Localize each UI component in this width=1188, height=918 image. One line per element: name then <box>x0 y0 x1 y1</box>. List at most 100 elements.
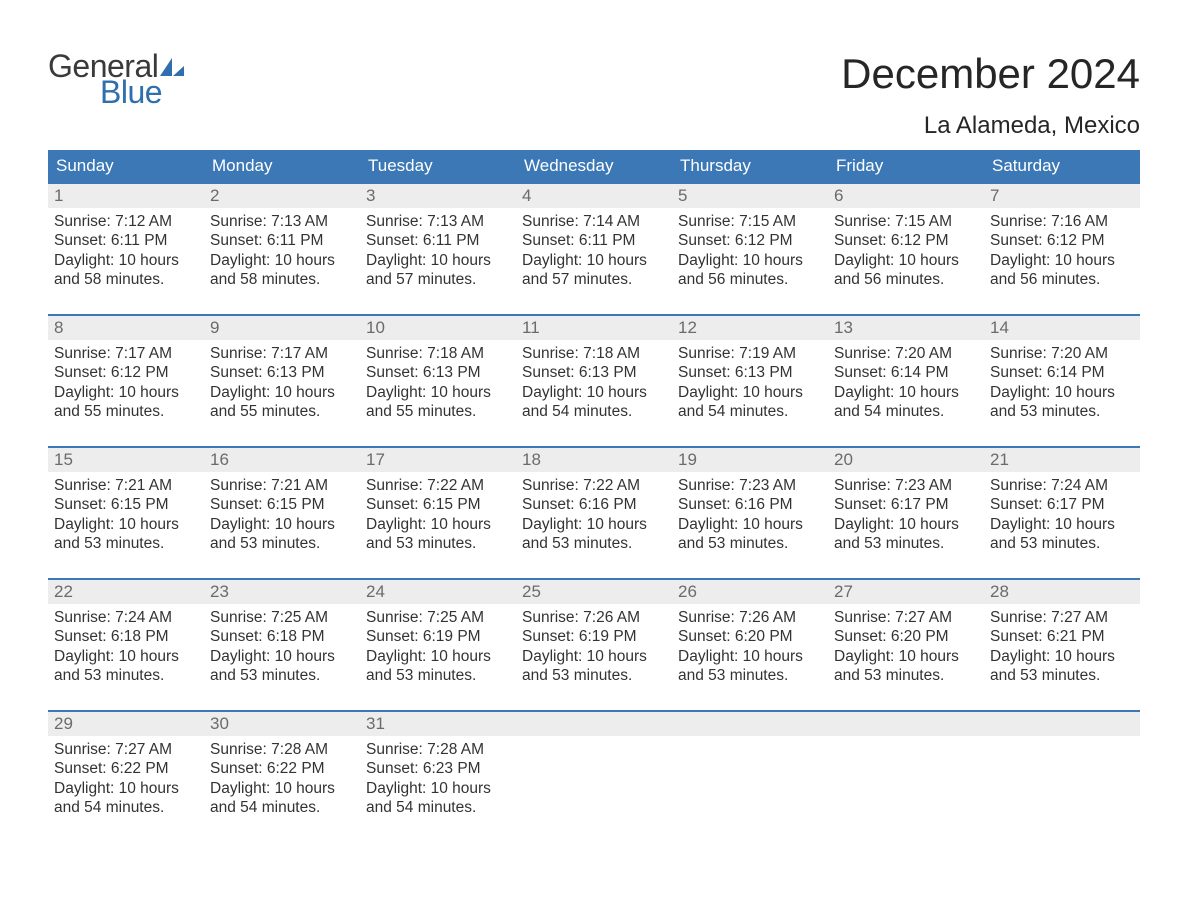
day-sunrise: Sunrise: 7:25 AM <box>366 608 510 627</box>
day-body: Sunrise: 7:13 AMSunset: 6:11 PMDaylight:… <box>204 208 360 294</box>
day-d2: and 58 minutes. <box>54 270 198 289</box>
calendar-day <box>984 712 1140 824</box>
brand-logo: General Blue <box>48 50 184 108</box>
day-number <box>984 712 1140 736</box>
calendar-day: 9Sunrise: 7:17 AMSunset: 6:13 PMDaylight… <box>204 316 360 428</box>
day-sunrise: Sunrise: 7:18 AM <box>522 344 666 363</box>
day-sunrise: Sunrise: 7:23 AM <box>834 476 978 495</box>
calendar-day: 1Sunrise: 7:12 AMSunset: 6:11 PMDaylight… <box>48 184 204 296</box>
day-number: 27 <box>828 580 984 604</box>
day-d2: and 54 minutes. <box>834 402 978 421</box>
day-number <box>516 712 672 736</box>
day-d2: and 53 minutes. <box>54 666 198 685</box>
calendar-day: 30Sunrise: 7:28 AMSunset: 6:22 PMDayligh… <box>204 712 360 824</box>
calendar-day: 24Sunrise: 7:25 AMSunset: 6:19 PMDayligh… <box>360 580 516 692</box>
day-sunset: Sunset: 6:20 PM <box>678 627 822 646</box>
title-block: December 2024 La Alameda, Mexico <box>841 50 1140 140</box>
day-d1: Daylight: 10 hours <box>210 647 354 666</box>
day-number: 26 <box>672 580 828 604</box>
location-label: La Alameda, Mexico <box>841 112 1140 140</box>
day-d2: and 53 minutes. <box>990 666 1134 685</box>
day-number: 30 <box>204 712 360 736</box>
calendar-day: 29Sunrise: 7:27 AMSunset: 6:22 PMDayligh… <box>48 712 204 824</box>
day-sunrise: Sunrise: 7:25 AM <box>210 608 354 627</box>
day-d1: Daylight: 10 hours <box>834 383 978 402</box>
day-d1: Daylight: 10 hours <box>678 251 822 270</box>
day-sunset: Sunset: 6:11 PM <box>210 231 354 250</box>
day-number: 20 <box>828 448 984 472</box>
day-body: Sunrise: 7:20 AMSunset: 6:14 PMDaylight:… <box>828 340 984 426</box>
day-body: Sunrise: 7:13 AMSunset: 6:11 PMDaylight:… <box>360 208 516 294</box>
day-body: Sunrise: 7:17 AMSunset: 6:13 PMDaylight:… <box>204 340 360 426</box>
day-d2: and 55 minutes. <box>366 402 510 421</box>
calendar-day: 4Sunrise: 7:14 AMSunset: 6:11 PMDaylight… <box>516 184 672 296</box>
day-d2: and 54 minutes. <box>678 402 822 421</box>
calendar-day: 28Sunrise: 7:27 AMSunset: 6:21 PMDayligh… <box>984 580 1140 692</box>
calendar-day <box>516 712 672 824</box>
day-d1: Daylight: 10 hours <box>210 383 354 402</box>
day-sunset: Sunset: 6:13 PM <box>522 363 666 382</box>
day-d1: Daylight: 10 hours <box>990 383 1134 402</box>
day-d1: Daylight: 10 hours <box>522 647 666 666</box>
day-body: Sunrise: 7:27 AMSunset: 6:20 PMDaylight:… <box>828 604 984 690</box>
day-d1: Daylight: 10 hours <box>210 251 354 270</box>
day-d1: Daylight: 10 hours <box>678 383 822 402</box>
day-sunrise: Sunrise: 7:13 AM <box>366 212 510 231</box>
day-number: 4 <box>516 184 672 208</box>
dow-saturday: Saturday <box>984 150 1140 182</box>
day-body: Sunrise: 7:18 AMSunset: 6:13 PMDaylight:… <box>516 340 672 426</box>
day-sunrise: Sunrise: 7:27 AM <box>54 740 198 759</box>
day-d2: and 53 minutes. <box>522 534 666 553</box>
day-sunset: Sunset: 6:14 PM <box>990 363 1134 382</box>
day-d1: Daylight: 10 hours <box>210 779 354 798</box>
calendar-day: 3Sunrise: 7:13 AMSunset: 6:11 PMDaylight… <box>360 184 516 296</box>
day-body: Sunrise: 7:21 AMSunset: 6:15 PMDaylight:… <box>48 472 204 558</box>
day-sunrise: Sunrise: 7:20 AM <box>990 344 1134 363</box>
day-sunset: Sunset: 6:13 PM <box>366 363 510 382</box>
sail-icon <box>160 58 184 76</box>
calendar-week: 29Sunrise: 7:27 AMSunset: 6:22 PMDayligh… <box>48 710 1140 824</box>
day-sunrise: Sunrise: 7:17 AM <box>54 344 198 363</box>
day-sunset: Sunset: 6:13 PM <box>210 363 354 382</box>
day-body: Sunrise: 7:28 AMSunset: 6:22 PMDaylight:… <box>204 736 360 822</box>
day-sunset: Sunset: 6:23 PM <box>366 759 510 778</box>
day-d2: and 58 minutes. <box>210 270 354 289</box>
day-number: 3 <box>360 184 516 208</box>
dow-header-row: Sunday Monday Tuesday Wednesday Thursday… <box>48 150 1140 182</box>
day-body: Sunrise: 7:16 AMSunset: 6:12 PMDaylight:… <box>984 208 1140 294</box>
calendar-day: 8Sunrise: 7:17 AMSunset: 6:12 PMDaylight… <box>48 316 204 428</box>
calendar-day: 12Sunrise: 7:19 AMSunset: 6:13 PMDayligh… <box>672 316 828 428</box>
day-sunset: Sunset: 6:12 PM <box>54 363 198 382</box>
day-sunset: Sunset: 6:16 PM <box>678 495 822 514</box>
day-sunrise: Sunrise: 7:21 AM <box>54 476 198 495</box>
day-number: 6 <box>828 184 984 208</box>
day-number: 1 <box>48 184 204 208</box>
day-d1: Daylight: 10 hours <box>522 251 666 270</box>
day-sunrise: Sunrise: 7:26 AM <box>678 608 822 627</box>
day-body: Sunrise: 7:22 AMSunset: 6:16 PMDaylight:… <box>516 472 672 558</box>
day-number: 10 <box>360 316 516 340</box>
day-d1: Daylight: 10 hours <box>54 383 198 402</box>
day-d1: Daylight: 10 hours <box>990 515 1134 534</box>
day-sunset: Sunset: 6:11 PM <box>54 231 198 250</box>
calendar: Sunday Monday Tuesday Wednesday Thursday… <box>48 150 1140 824</box>
calendar-day: 20Sunrise: 7:23 AMSunset: 6:17 PMDayligh… <box>828 448 984 560</box>
dow-tuesday: Tuesday <box>360 150 516 182</box>
day-sunset: Sunset: 6:16 PM <box>522 495 666 514</box>
day-d2: and 53 minutes. <box>678 666 822 685</box>
day-number: 7 <box>984 184 1140 208</box>
day-number: 2 <box>204 184 360 208</box>
day-body: Sunrise: 7:23 AMSunset: 6:17 PMDaylight:… <box>828 472 984 558</box>
day-sunrise: Sunrise: 7:14 AM <box>522 212 666 231</box>
day-number: 31 <box>360 712 516 736</box>
day-d1: Daylight: 10 hours <box>210 515 354 534</box>
day-number <box>828 712 984 736</box>
day-sunrise: Sunrise: 7:21 AM <box>210 476 354 495</box>
day-sunset: Sunset: 6:14 PM <box>834 363 978 382</box>
day-sunset: Sunset: 6:11 PM <box>366 231 510 250</box>
day-d2: and 54 minutes. <box>522 402 666 421</box>
day-d1: Daylight: 10 hours <box>54 647 198 666</box>
day-d2: and 56 minutes. <box>678 270 822 289</box>
day-d2: and 53 minutes. <box>54 534 198 553</box>
calendar-week: 8Sunrise: 7:17 AMSunset: 6:12 PMDaylight… <box>48 314 1140 428</box>
